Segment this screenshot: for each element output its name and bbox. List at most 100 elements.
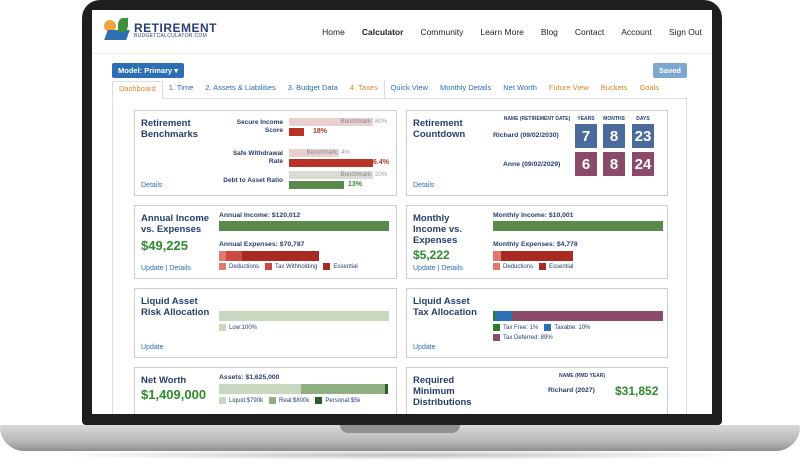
- tax-update-link[interactable]: Update: [413, 344, 436, 351]
- annual-income-bar: [219, 221, 389, 231]
- safe-withdrawal-value: 6.4%: [373, 159, 389, 166]
- nav-calculator[interactable]: Calculator: [361, 27, 404, 37]
- link-separator: |: [437, 265, 440, 272]
- rmd-value: $31,852: [615, 384, 659, 398]
- laptop-shadow: [40, 450, 760, 460]
- legend-deductions-monthly: Deductions: [503, 263, 534, 270]
- debt-asset-bar: [289, 181, 344, 189]
- benchmarks-title: Retirement Benchmarks: [141, 118, 199, 140]
- logo-sub-text: BUDGETCALCULATOR.COM: [134, 32, 208, 39]
- legend-tax-free: Tax Free: 1%: [503, 324, 539, 331]
- tab-assets-liabilities[interactable]: 2. Assets & Liabilities: [205, 82, 276, 92]
- legend-real: Real:$800k: [279, 397, 310, 404]
- monthly-links: Update | Details: [413, 265, 463, 272]
- legend-essential-monthly: Essential: [549, 263, 574, 270]
- monthly-income-bar: [493, 221, 663, 231]
- debt-asset-benchmark-bar: Benchmark: [289, 171, 373, 179]
- tax-legend-2: Tax Deferred: 89%: [493, 334, 553, 341]
- annual-details-link[interactable]: Details: [169, 265, 191, 272]
- model-select-button[interactable]: Model: Primary ▾: [112, 63, 185, 78]
- secure-income-benchmark-bar: Benchmark: [289, 118, 373, 126]
- annual-expenses-label: Annual Expenses: $70,787: [219, 241, 305, 248]
- tab-dashboard[interactable]: Dashboard: [112, 81, 163, 99]
- safe-withdrawal-label: Safe Withdrawal Rate: [232, 150, 283, 165]
- networth-legend: Liquid:$790k Real:$800k Personal:$5k: [219, 397, 360, 404]
- monthly-card: Monthly Income vs. Expenses $5,222 Monthly…: [406, 205, 668, 279]
- nav-account[interactable]: Account: [621, 27, 652, 37]
- legend-liquid: Liquid:$790k: [229, 397, 264, 404]
- tab-budget-data[interactable]: 3. Budget Data: [287, 82, 338, 92]
- caret-down-icon: ▾: [174, 66, 179, 75]
- tab-net-worth[interactable]: Net Worth: [503, 82, 537, 92]
- nav-contact[interactable]: Contact: [574, 27, 605, 37]
- tab-buckets[interactable]: Buckets: [600, 82, 628, 92]
- secure-income-label: Secure Income Score: [236, 119, 283, 134]
- tab-quick-view[interactable]: Quick View: [383, 80, 434, 98]
- monthly-update-link[interactable]: Update: [413, 265, 436, 272]
- annual-card: Annual Income vs. Expenses $49,225 Annual…: [134, 205, 397, 279]
- tax-card: Liquid Asset Tax Allocation Tax Free: 1% …: [406, 288, 668, 358]
- annual-net-value: $49,225: [141, 238, 188, 253]
- countdown-details-link[interactable]: Details: [413, 182, 435, 189]
- rmd-card: Required Minimum Distributions NAME (RMD Y…: [406, 367, 668, 414]
- tax-title: Liquid Asset Tax Allocation: [413, 296, 477, 318]
- nav-sign-out[interactable]: Sign Out: [668, 27, 702, 37]
- annual-update-link[interactable]: Update: [141, 265, 164, 272]
- tax-deferred-bar: [512, 311, 663, 321]
- laptop-notch: [340, 425, 460, 433]
- annual-essential-bar: [242, 251, 319, 261]
- networth-title: Net Worth: [141, 375, 187, 386]
- tab-taxes[interactable]: 4. Taxes: [349, 82, 378, 92]
- link-separator: |: [165, 265, 168, 272]
- debt-asset-value: 13%: [348, 181, 363, 188]
- model-label: Model: Primary: [118, 66, 173, 75]
- main-menu: Home Calculator Community Learn More Blo…: [305, 27, 702, 37]
- rmd-title: Required Minimum Distributions: [413, 375, 472, 408]
- nav-learn-more[interactable]: Learn More: [480, 27, 524, 37]
- countdown-months-header: MONTHS: [603, 116, 625, 122]
- nav-community[interactable]: Community: [420, 27, 464, 37]
- monthly-essential-bar: [501, 251, 573, 261]
- secure-income-benchmark-value: 80%: [375, 119, 388, 125]
- dashboard-content: Retirement Benchmarks Secure Income Score …: [112, 99, 687, 414]
- safe-withdrawal-benchmark-bar: Benchmark: [289, 149, 339, 157]
- annual-tax-bar: [226, 251, 242, 261]
- countdown-months-1: 8: [603, 124, 625, 148]
- networth-card: Net Worth $1,409,000 Assets: $1,625,000 …: [134, 367, 397, 414]
- countdown-name-header: NAME (RETIREMENT DATE): [503, 116, 571, 122]
- countdown-days-2: 24: [632, 152, 654, 176]
- tax-legend-1: Tax Free: 1% Taxable: 10%: [493, 324, 590, 331]
- debt-asset-benchmark-value: 20%: [375, 172, 388, 178]
- secure-income-bar: [289, 128, 304, 136]
- safe-withdrawal-benchmark-value: 4%: [341, 150, 350, 156]
- risk-update-link[interactable]: Update: [141, 344, 164, 351]
- taxable-bar: [495, 311, 512, 321]
- tab-monthly-details[interactable]: Monthly Details: [439, 82, 492, 92]
- legend-taxable: Taxable: 10%: [554, 324, 591, 331]
- risk-title: Liquid Asset Risk Allocation: [141, 296, 210, 318]
- logo-icon: [102, 18, 132, 42]
- logo[interactable]: RETIREMENT BUDGETCALCULATOR.COM: [102, 18, 217, 42]
- secure-income-value: 18%: [313, 128, 328, 135]
- legend-deductions: Deductions: [229, 263, 260, 270]
- monthly-details-link[interactable]: Details: [441, 265, 463, 272]
- annual-deductions-bar: [219, 251, 226, 261]
- risk-legend: Low:100%: [219, 324, 257, 331]
- nav-blog[interactable]: Blog: [540, 27, 558, 37]
- debt-asset-label: Debt to Asset Ratio: [223, 177, 283, 184]
- annual-income-label: Annual Income: $120,012: [219, 212, 301, 219]
- nav-home[interactable]: Home: [322, 27, 345, 37]
- legend-tax-deferred: Tax Deferred: 89%: [503, 334, 553, 341]
- countdown-months-2: 8: [603, 152, 625, 176]
- benchmarks-details-link[interactable]: Details: [141, 182, 163, 189]
- logo-main-text: RETIREMENT: [134, 20, 217, 35]
- tab-time[interactable]: 1. Time: [168, 82, 194, 92]
- tab-future-view[interactable]: Future View: [548, 82, 589, 92]
- tab-goals[interactable]: Goals: [639, 82, 660, 92]
- monthly-income-label: Monthly Income: $10,001: [493, 212, 574, 219]
- monthly-deductions-bar: [493, 251, 501, 261]
- countdown-person-1: Richard (09/02/2030): [493, 132, 559, 139]
- saved-button[interactable]: Saved: [652, 63, 687, 78]
- networth-value: $1,409,000: [141, 387, 207, 402]
